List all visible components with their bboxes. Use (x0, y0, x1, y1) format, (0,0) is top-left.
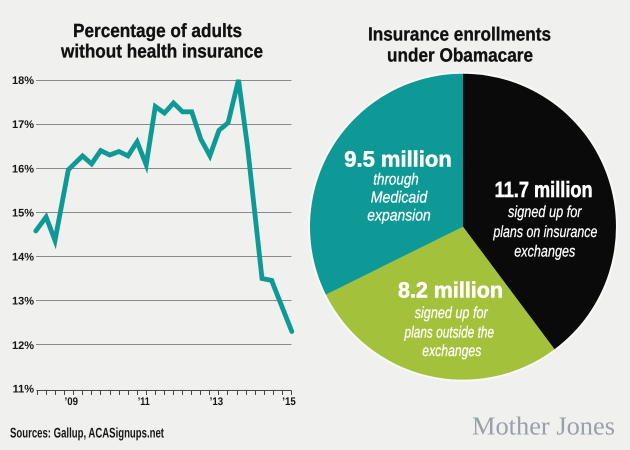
svg-text:14%: 14% (12, 252, 34, 264)
svg-text:under Obamacare: under Obamacare (387, 46, 533, 67)
svg-text:’11: ’11 (138, 396, 150, 408)
svg-text:11.7 million: 11.7 million (495, 177, 593, 202)
svg-text:through: through (373, 172, 419, 189)
svg-text:’15: ’15 (282, 396, 296, 408)
svg-text:8.2 million: 8.2 million (398, 278, 503, 303)
svg-text:Insurance enrollments: Insurance enrollments (368, 25, 551, 46)
svg-text:signed up for: signed up for (508, 204, 582, 221)
svg-text:expansion: expansion (367, 208, 431, 225)
svg-text:plans on insurance: plans on insurance (493, 224, 598, 241)
svg-text:15%: 15% (12, 207, 34, 219)
svg-text:without health insurance: without health insurance (60, 42, 263, 63)
svg-text:Medicaid: Medicaid (371, 190, 428, 207)
svg-text:signed up for: signed up for (415, 305, 489, 322)
svg-text:exchanges: exchanges (514, 243, 575, 260)
svg-text:17%: 17% (12, 119, 34, 131)
svg-text:Mother Jones: Mother Jones (472, 412, 615, 441)
svg-text:’13: ’13 (210, 396, 224, 408)
svg-text:13%: 13% (12, 296, 34, 308)
svg-text:16%: 16% (12, 163, 34, 175)
svg-text:Percentage of adults: Percentage of adults (73, 21, 242, 42)
svg-text:exchanges: exchanges (422, 343, 481, 360)
svg-text:18%: 18% (12, 75, 34, 87)
svg-text:plans outside the: plans outside the (404, 324, 494, 341)
svg-text:11%: 11% (13, 384, 35, 396)
svg-text:12%: 12% (12, 340, 34, 352)
svg-text:Sources: Gallup, ACASignups.ne: Sources: Gallup, ACASignups.net (10, 425, 164, 441)
svg-text:’09: ’09 (65, 396, 79, 408)
svg-text:9.5 million: 9.5 million (344, 147, 452, 172)
